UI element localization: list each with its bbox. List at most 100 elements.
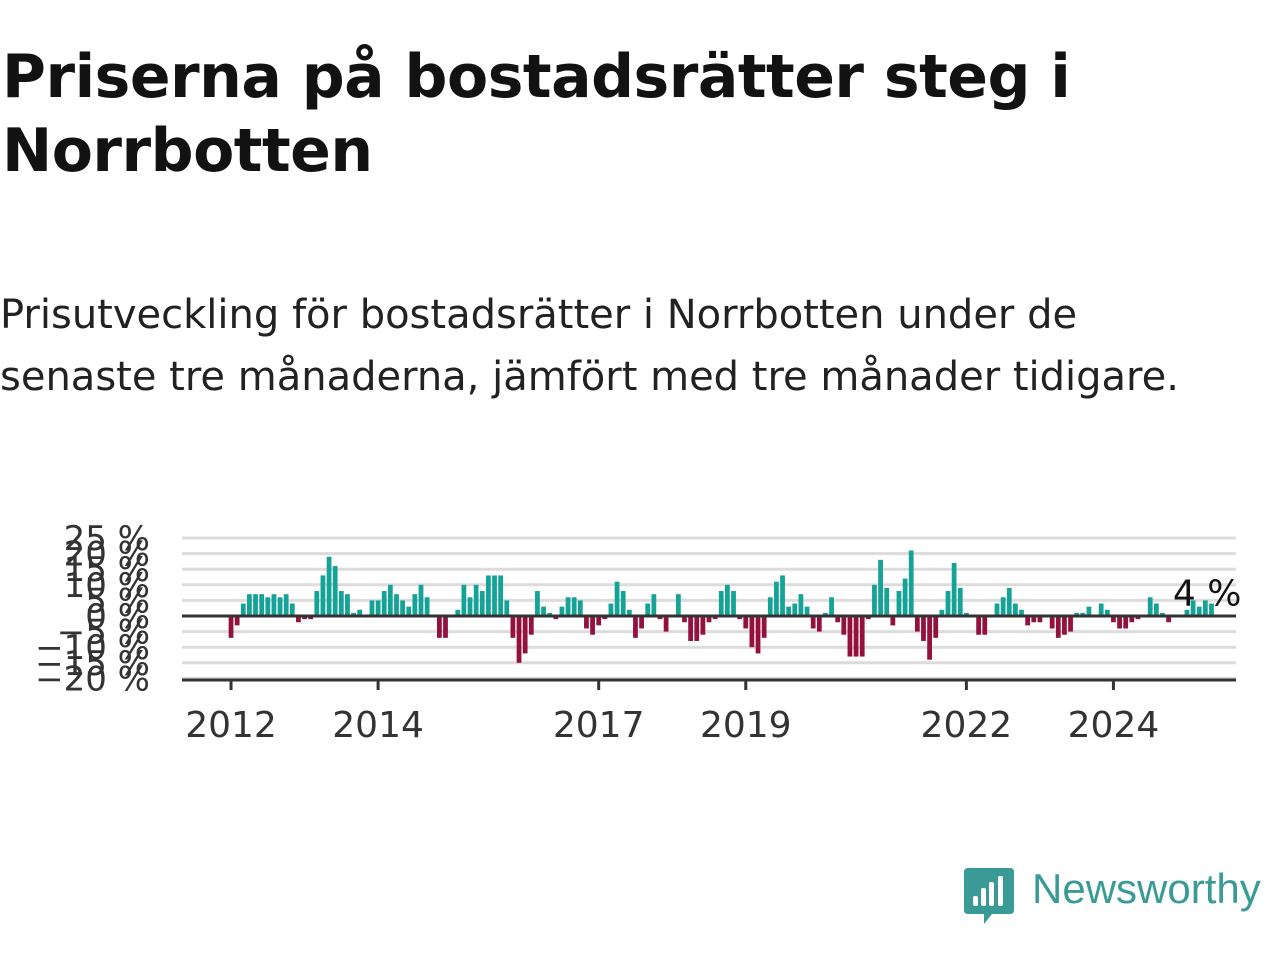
bar [1080, 612, 1086, 616]
bar [584, 616, 589, 629]
bar [265, 597, 271, 616]
y-tick-label: 5 % [85, 581, 150, 621]
bar [951, 562, 957, 616]
bar [1025, 616, 1031, 626]
bar [571, 597, 577, 616]
bar [1086, 606, 1092, 616]
bar [473, 584, 479, 616]
bar [1031, 616, 1037, 623]
bar [283, 594, 289, 616]
bar [559, 606, 565, 616]
bar [982, 616, 988, 635]
bar [271, 594, 277, 616]
bar [596, 616, 602, 626]
bar [577, 600, 583, 616]
bar [786, 606, 792, 616]
bar [718, 591, 724, 616]
bar [522, 616, 528, 654]
bar [663, 616, 669, 632]
bar [976, 616, 982, 635]
bar [1049, 616, 1055, 629]
chart-title: Priserna på bostadsrätter steg i Norrbot… [2, 42, 1071, 186]
bar [1104, 609, 1110, 616]
bar [1000, 597, 1006, 616]
bar [933, 616, 939, 638]
bar [798, 594, 804, 616]
bar [547, 612, 553, 616]
bar [1129, 616, 1135, 623]
bar [706, 616, 712, 623]
bar [1160, 612, 1165, 616]
bar [1055, 616, 1061, 638]
x-tick-label: 2019 [700, 705, 792, 746]
bar [700, 616, 706, 635]
bar [1153, 603, 1159, 616]
bar [927, 616, 932, 660]
bar [1190, 600, 1196, 616]
bar [602, 616, 608, 620]
bar [351, 612, 356, 616]
bar [345, 594, 350, 616]
newsworthy-logo-text: Newsworthy [1032, 865, 1261, 912]
bar [528, 616, 534, 635]
bar [1135, 616, 1141, 620]
bar [381, 591, 387, 616]
bar [896, 591, 902, 616]
bar [541, 606, 546, 616]
bar [394, 594, 399, 616]
bar [412, 594, 418, 616]
bar [479, 591, 485, 616]
bar [682, 616, 687, 623]
bar [767, 597, 773, 616]
last-value-annotation: 4 % [1173, 574, 1242, 615]
bar [859, 616, 865, 657]
bar [455, 609, 461, 616]
bar [645, 603, 651, 616]
bar [1062, 616, 1067, 635]
y-tick-label: 25 % [64, 519, 150, 559]
bar [620, 591, 626, 616]
bar-chart: 25 %20 %15 %10 %5 %0 %−5 %−10 %−15 %−20 … [35, 519, 1242, 746]
bar [878, 559, 883, 616]
bar [1037, 616, 1043, 623]
bar [1147, 597, 1153, 616]
bar [731, 591, 736, 616]
y-tick-label: −10 % [35, 628, 150, 668]
bar [1013, 603, 1018, 616]
bar [914, 616, 920, 632]
bar [504, 600, 510, 616]
bar [865, 616, 871, 620]
bar [326, 556, 332, 616]
bar [400, 600, 405, 616]
y-tick-label: 20 % [64, 535, 150, 575]
chart-subtitle: Prisutveckling för bostadsrätter i Norrb… [0, 292, 1179, 400]
bar [902, 578, 908, 616]
bar [749, 616, 755, 648]
bar [1184, 609, 1190, 616]
bar [1098, 603, 1104, 616]
bar [1111, 616, 1116, 623]
x-tick-label: 2012 [185, 705, 277, 746]
bar [921, 616, 926, 641]
bar [1074, 612, 1080, 616]
bar [835, 616, 841, 623]
bar [1019, 609, 1024, 616]
x-tick-label: 2017 [553, 705, 645, 746]
bar [608, 603, 614, 616]
x-tick-label: 2024 [1068, 705, 1160, 746]
bar [308, 616, 314, 620]
bar [761, 616, 767, 638]
bar [847, 616, 853, 657]
bar [651, 594, 657, 616]
bar [841, 616, 847, 635]
bar [565, 597, 571, 616]
bar [804, 606, 810, 616]
x-tick-label: 2022 [921, 705, 1013, 746]
bar [369, 600, 375, 616]
bar [1068, 616, 1073, 632]
bar [314, 591, 320, 616]
bar [884, 587, 890, 616]
bar [228, 616, 234, 638]
bar [436, 616, 442, 638]
y-tick-label: 10 % [64, 566, 150, 606]
